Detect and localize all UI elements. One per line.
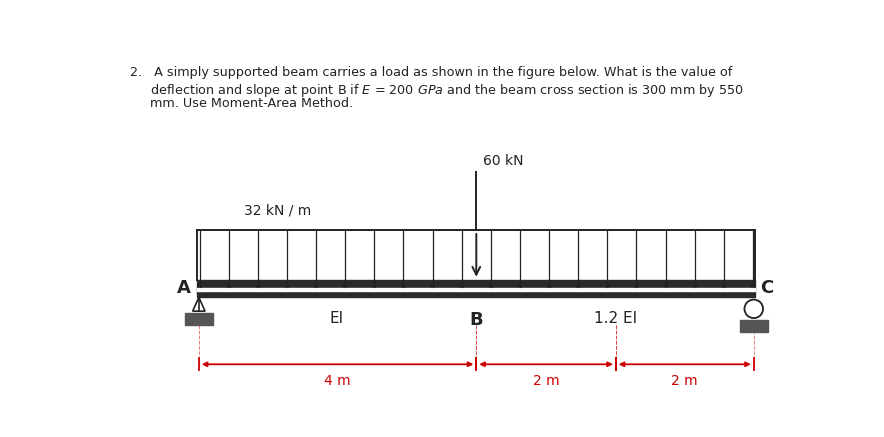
- Bar: [740, 319, 767, 332]
- Text: 1.2 EI: 1.2 EI: [594, 311, 637, 326]
- Text: A: A: [177, 279, 191, 298]
- Text: 2.   A simply supported beam carries a load as shown in the figure below. What i: 2. A simply supported beam carries a loa…: [130, 66, 732, 79]
- Text: 60 kN: 60 kN: [483, 154, 523, 168]
- Text: mm. Use Moment-Area Method.: mm. Use Moment-Area Method.: [130, 97, 353, 110]
- Text: B: B: [469, 311, 484, 329]
- Bar: [197, 280, 755, 297]
- Text: EI: EI: [330, 311, 344, 326]
- Text: 2 m: 2 m: [672, 374, 698, 388]
- Bar: [185, 313, 213, 325]
- Text: C: C: [760, 279, 774, 298]
- Text: 4 m: 4 m: [324, 374, 351, 388]
- Text: 2 m: 2 m: [533, 374, 560, 388]
- Bar: [197, 288, 755, 291]
- Text: 32 kN / m: 32 kN / m: [244, 204, 311, 218]
- Text: deflection and slope at point B if $E$ = 200 $GPa$ and the beam cross section is: deflection and slope at point B if $E$ =…: [130, 82, 743, 99]
